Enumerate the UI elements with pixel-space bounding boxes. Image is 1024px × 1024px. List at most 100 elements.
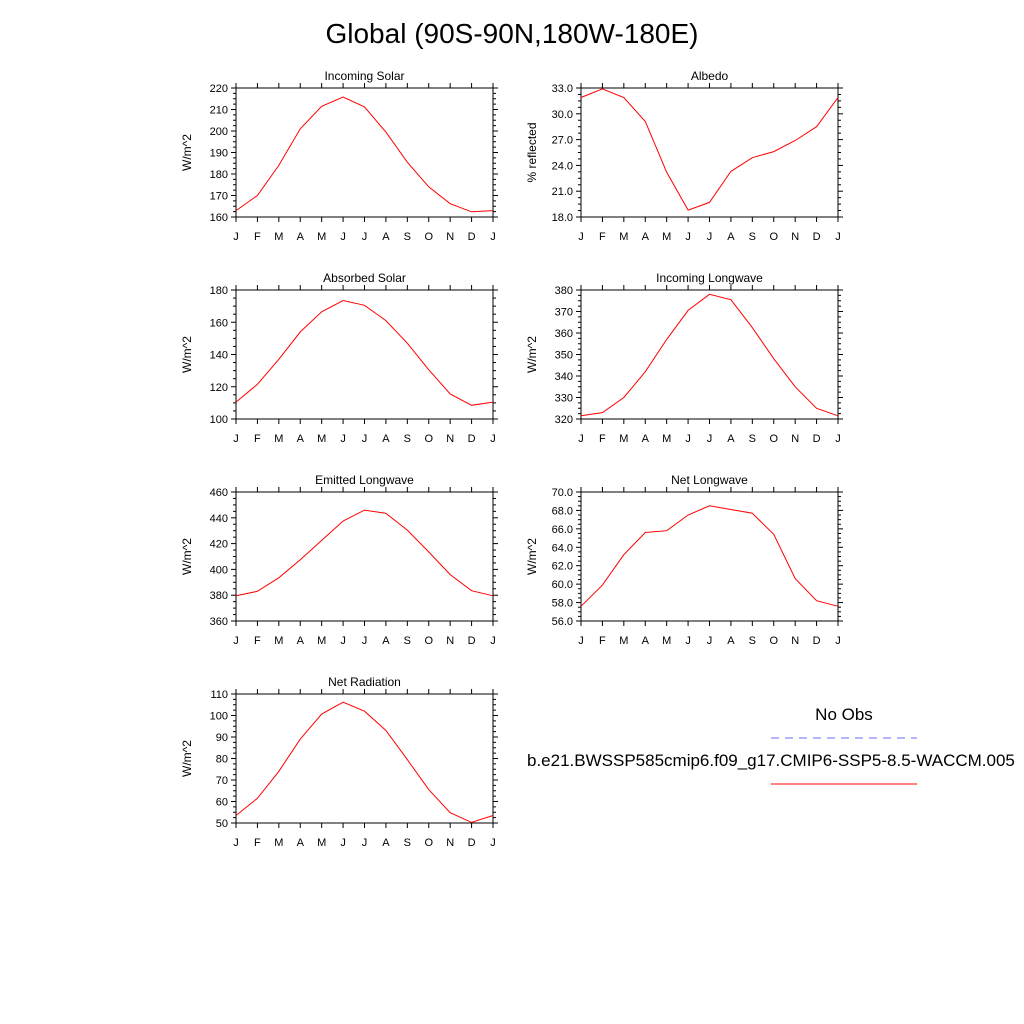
y-axis-label: W/m^2 — [180, 134, 194, 171]
y-axis-label: W/m^2 — [180, 538, 194, 575]
x-tick-label: M — [317, 231, 326, 243]
y-tick-label: 180 — [210, 169, 228, 181]
panel-title: Emitted Longwave — [315, 473, 414, 487]
y-tick-label: 80 — [216, 754, 228, 766]
x-tick-label: J — [490, 635, 496, 647]
series-line-1 — [580, 88, 839, 211]
x-tick-label: M — [274, 231, 283, 243]
x-tick-label: M — [317, 635, 326, 647]
y-tick-label: 120 — [210, 382, 228, 394]
x-tick-label: A — [382, 433, 390, 445]
y-tick-label: 110 — [210, 689, 228, 701]
x-tick-label: D — [468, 635, 476, 647]
panel-title: Net Radiation — [328, 675, 401, 689]
y-tick-label: 360 — [210, 616, 228, 628]
x-tick-label: A — [297, 837, 305, 849]
x-tick-label: J — [685, 433, 691, 445]
x-tick-label: N — [791, 635, 799, 647]
y-tick-label: 21.0 — [552, 186, 573, 198]
y-tick-label: 64.0 — [552, 542, 573, 554]
x-tick-label: A — [727, 231, 735, 243]
y-tick-label: 18.0 — [552, 212, 573, 224]
plot-frame — [235, 289, 494, 420]
x-tick-label: M — [619, 635, 628, 647]
x-tick-label: F — [254, 635, 261, 647]
panel-title: Incoming Longwave — [656, 271, 763, 285]
y-tick-label: 330 — [555, 393, 573, 405]
x-tick-label: F — [254, 433, 261, 445]
y-tick-label: 200 — [210, 126, 228, 138]
y-tick-label: 210 — [210, 105, 228, 117]
x-tick-label: J — [233, 433, 239, 445]
x-tick-label: J — [233, 635, 239, 647]
y-tick-label: 100 — [210, 414, 228, 426]
y-tick-label: 340 — [555, 371, 573, 383]
x-tick-label: N — [446, 635, 454, 647]
series-line-1 — [580, 505, 839, 607]
x-tick-label: J — [685, 231, 691, 243]
x-tick-label: J — [362, 635, 368, 647]
plot-frame — [580, 289, 839, 420]
y-tick-label: 50 — [216, 818, 228, 830]
y-tick-label: 460 — [210, 487, 228, 499]
y-axis-label: W/m^2 — [180, 740, 194, 777]
x-tick-label: D — [468, 231, 476, 243]
y-tick-label: 170 — [210, 191, 228, 203]
x-tick-label: A — [642, 231, 650, 243]
y-tick-label: 27.0 — [552, 135, 573, 147]
series-line-1 — [580, 293, 839, 417]
x-tick-label: S — [404, 231, 411, 243]
x-tick-label: A — [642, 635, 650, 647]
x-tick-label: J — [340, 231, 346, 243]
x-tick-label: M — [619, 433, 628, 445]
x-tick-label: J — [578, 635, 584, 647]
x-tick-label: A — [727, 433, 735, 445]
x-tick-label: J — [340, 635, 346, 647]
x-tick-label: M — [662, 231, 671, 243]
y-tick-label: 220 — [210, 83, 228, 95]
x-tick-label: M — [317, 433, 326, 445]
y-tick-label: 58.0 — [552, 598, 573, 610]
x-tick-label: J — [835, 635, 841, 647]
x-tick-label: O — [424, 231, 433, 243]
x-tick-label: N — [446, 231, 454, 243]
x-tick-label: N — [446, 433, 454, 445]
y-tick-label: 100 — [210, 711, 228, 723]
x-tick-label: S — [404, 635, 411, 647]
x-tick-label: F — [254, 837, 261, 849]
y-tick-label: 380 — [555, 285, 573, 297]
x-tick-label: J — [685, 635, 691, 647]
x-tick-label: O — [424, 635, 433, 647]
x-tick-label: O — [769, 635, 778, 647]
panel-title: Incoming Solar — [324, 69, 404, 83]
y-tick-label: 160 — [210, 317, 228, 329]
series-line-1 — [235, 299, 494, 406]
x-tick-label: M — [274, 635, 283, 647]
y-axis-label: W/m^2 — [180, 336, 194, 373]
x-tick-label: O — [424, 433, 433, 445]
x-tick-label: J — [707, 231, 713, 243]
y-tick-label: 60.0 — [552, 579, 573, 591]
x-tick-label: O — [769, 231, 778, 243]
x-tick-label: J — [578, 433, 584, 445]
y-tick-label: 370 — [555, 307, 573, 319]
y-tick-label: 190 — [210, 148, 228, 160]
y-tick-label: 420 — [210, 539, 228, 551]
x-tick-label: F — [254, 231, 261, 243]
x-tick-label: F — [599, 433, 606, 445]
x-tick-label: S — [749, 433, 756, 445]
x-tick-label: J — [362, 231, 368, 243]
y-tick-label: 320 — [555, 414, 573, 426]
x-tick-label: M — [662, 635, 671, 647]
x-tick-label: J — [835, 433, 841, 445]
x-tick-label: M — [662, 433, 671, 445]
x-tick-label: D — [813, 433, 821, 445]
x-tick-label: A — [382, 837, 390, 849]
x-tick-label: D — [813, 231, 821, 243]
y-tick-label: 33.0 — [552, 83, 573, 95]
